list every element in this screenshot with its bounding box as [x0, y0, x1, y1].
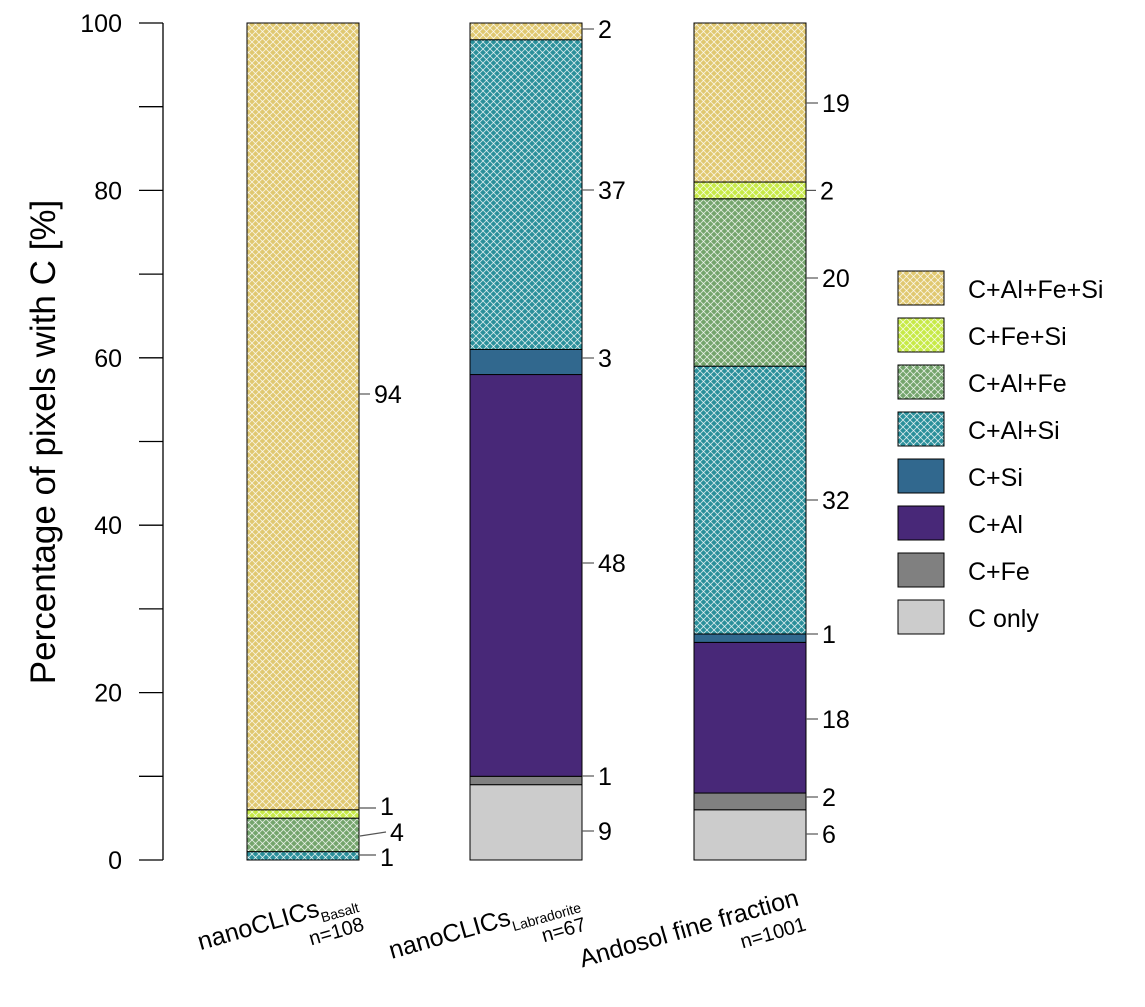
segment-value-label: 1 [380, 793, 394, 821]
legend-label-c-al-fe-si: C+Al+Fe+Si [968, 276, 1104, 304]
legend-label-c-al-fe: C+Al+Fe [968, 370, 1067, 398]
segment-label-leader [359, 831, 387, 837]
bar-segment-c-si [469, 348, 583, 376]
legend-label-c-only: C only [968, 605, 1039, 633]
segment-value-label: 19 [822, 90, 850, 118]
bar-segment-c-only [469, 784, 583, 861]
legend-label-c-fe: C+Fe [968, 558, 1030, 586]
segment-value-label: 4 [390, 819, 404, 847]
legend-label-c-al: C+Al [968, 511, 1023, 539]
bar-segment-c-al [693, 641, 807, 794]
bar-segment-c-al-fe-si [246, 22, 360, 811]
segment-value-label: 9 [598, 818, 612, 846]
bar-segment-c-only [693, 809, 807, 861]
y-tick-label: 40 [94, 512, 122, 540]
category-label-name: nanoCLICs [386, 903, 514, 964]
segment-value-label: 32 [822, 487, 850, 515]
y-tick-label: 0 [108, 847, 122, 875]
legend-label-c-al-si: C+Al+Si [968, 417, 1060, 445]
segment-value-label: 6 [822, 821, 836, 849]
bar-segment-c-al [469, 374, 583, 777]
segment-value-label: 18 [822, 706, 850, 734]
segment-value-label: 94 [374, 381, 402, 409]
y-tick-label: 80 [94, 177, 122, 205]
bar-segment-c-fe [469, 775, 583, 786]
bar-segment-c-al-si [469, 39, 583, 350]
legend-swatch-c-only [897, 599, 945, 635]
legend-swatch-c-al [897, 505, 945, 541]
segment-value-label: 2 [822, 784, 836, 812]
segment-value-label: 2 [820, 177, 834, 205]
segment-value-label: 37 [598, 177, 626, 205]
bar-segment-c-fe-si [246, 809, 360, 819]
bar-segment-c-al-fe-si [469, 22, 583, 41]
segment-value-label: 48 [598, 550, 626, 578]
legend-swatch-c-si [897, 458, 945, 494]
y-axis: 0 20 40 60 80 100 [80, 10, 164, 875]
legend-swatch-c-al-si [897, 411, 945, 447]
segment-value-label: 1 [380, 844, 394, 872]
bar-segment-c-al-fe [246, 817, 360, 853]
legend: C+Al+Fe+Si C+Fe+Si C+Al+Fe C+Al+Si C+Si C+Al C… [897, 270, 1104, 635]
y-axis-label: Percentage of pixels with C [%] [24, 200, 63, 684]
y-tick-label: 20 [94, 680, 122, 708]
legend-swatch-c-fe-si [897, 317, 945, 353]
segment-value-label: 1 [598, 763, 612, 791]
y-tick-label: 60 [94, 345, 122, 373]
category-label-name: nanoCLICs [194, 895, 322, 956]
bar-segment-c-fe-si [693, 181, 807, 200]
bar-segment-c-al-fe [693, 198, 807, 367]
bar-segment-c-fe [693, 792, 807, 811]
legend-label-c-si: C+Si [968, 464, 1023, 492]
segment-value-label: 20 [822, 265, 850, 293]
bar-segment-c-si [693, 633, 807, 643]
bar-segment-c-al-si [693, 365, 807, 635]
segment-value-label: 2 [598, 16, 612, 44]
legend-swatch-c-al-fe [897, 364, 945, 400]
segment-value-label: 3 [598, 345, 612, 373]
legend-swatch-c-fe [897, 552, 945, 588]
legend-swatch-c-al-fe-si [897, 270, 945, 306]
segment-value-label: 1 [822, 621, 836, 649]
bar-segment-c-al-fe-si [693, 22, 807, 183]
y-tick-label: 100 [80, 10, 122, 38]
bars [246, 22, 807, 861]
legend-label-c-fe-si: C+Fe+Si [968, 323, 1067, 351]
bar-segment-c-al-si [246, 851, 360, 861]
